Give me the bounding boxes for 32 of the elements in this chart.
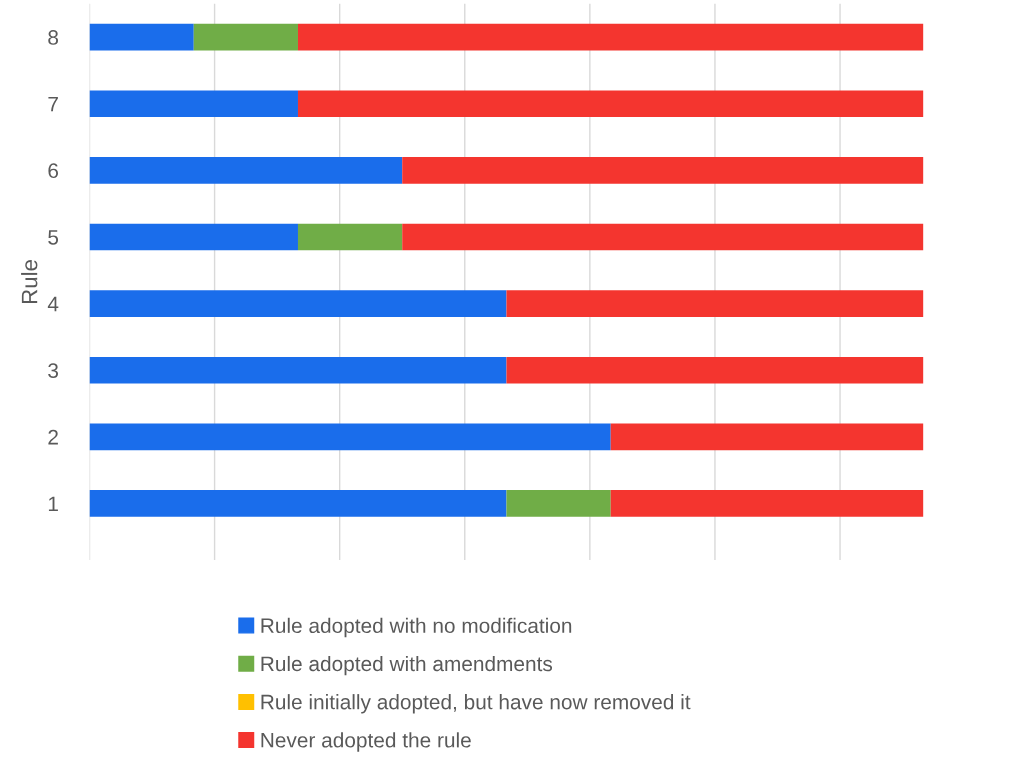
bar (506, 290, 924, 317)
y-tick-label: 4 (47, 296, 59, 312)
bar (193, 23, 298, 51)
bar (506, 356, 924, 384)
bar (297, 223, 403, 251)
legend-label: Rule adopted with no modification (261, 617, 572, 638)
y-tick-label: 7 (48, 96, 58, 112)
y-tick-label: 2 (48, 429, 58, 445)
bar (610, 423, 924, 451)
legend-label: Rule adopted with amendments (261, 655, 553, 676)
bar (89, 290, 507, 317)
y-tick-label: 8 (48, 30, 59, 45)
bar (402, 157, 924, 184)
bar (89, 223, 298, 251)
bar (89, 423, 611, 451)
bar (89, 90, 298, 118)
bar (297, 90, 924, 118)
bar (89, 23, 194, 51)
bar (89, 157, 403, 184)
bar (402, 223, 924, 251)
y-tick-label: 5 (48, 230, 59, 245)
bar (610, 490, 924, 517)
y-tick-label: 1 (48, 496, 58, 511)
bar (506, 490, 611, 517)
legend-label: Never adopted the rule (261, 732, 471, 752)
bar (89, 490, 507, 517)
legend-label: Rule initially adopted, but have now removed it (261, 694, 691, 714)
y-axis-title: Rule (21, 260, 38, 303)
bar (297, 23, 924, 51)
bar (89, 356, 507, 384)
y-tick-label: 6 (48, 163, 59, 179)
y-tick-label: 3 (48, 363, 59, 378)
